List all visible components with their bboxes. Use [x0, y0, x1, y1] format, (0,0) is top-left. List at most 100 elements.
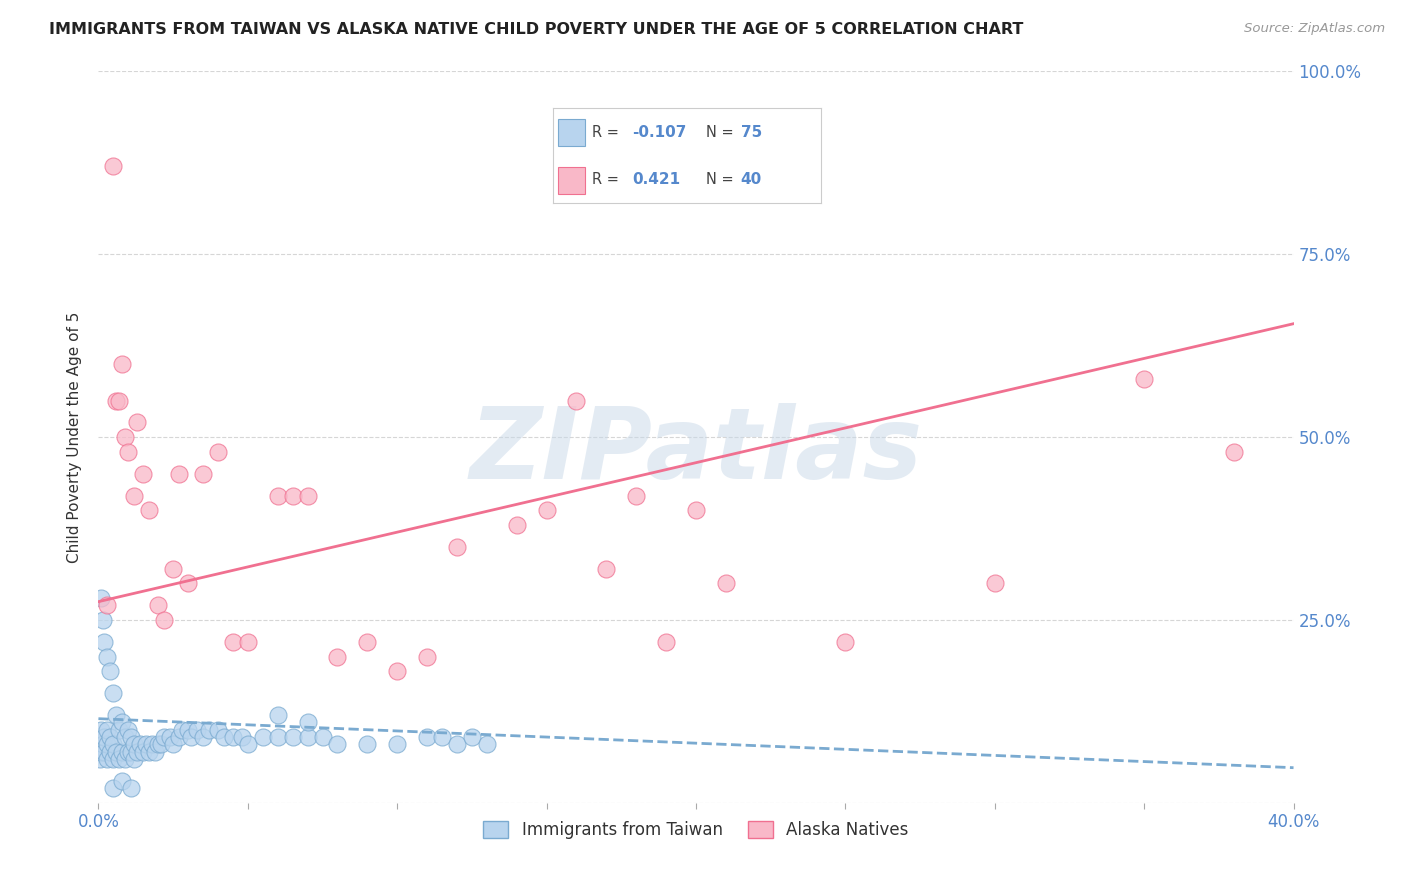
Point [191, 467, 214, 481]
Point [120, 730, 142, 744]
Point [143, 745, 166, 759]
Point [385, 664, 409, 678]
Point [536, 503, 558, 517]
Point [105, 708, 128, 723]
Point [117, 723, 139, 737]
Point [89, 752, 111, 766]
Point [132, 745, 155, 759]
Point [150, 737, 173, 751]
Point [198, 723, 221, 737]
Point [132, 467, 155, 481]
Point [124, 752, 146, 766]
Point [103, 160, 125, 174]
Point [714, 576, 737, 591]
Point [127, 745, 149, 759]
Point [103, 686, 125, 700]
Point [103, 737, 125, 751]
Point [93, 635, 115, 649]
Point [595, 562, 617, 576]
Point [655, 635, 678, 649]
Point [91, 613, 114, 627]
Point [117, 745, 139, 759]
Point [267, 708, 290, 723]
Point [153, 613, 176, 627]
Point [984, 576, 1007, 591]
Point [565, 393, 588, 408]
Text: Source: ZipAtlas.com: Source: ZipAtlas.com [1244, 22, 1385, 36]
Point [105, 745, 128, 759]
Point [685, 503, 707, 517]
Point [180, 730, 202, 744]
Point [124, 489, 146, 503]
Point [267, 489, 290, 503]
Point [103, 752, 125, 766]
Point [191, 730, 214, 744]
Point [117, 444, 139, 458]
Point [111, 715, 134, 730]
Point [281, 489, 304, 503]
Point [90, 723, 112, 737]
Point [446, 540, 468, 554]
Point [416, 649, 439, 664]
Point [120, 781, 142, 796]
Point [138, 503, 160, 517]
Point [129, 737, 152, 751]
Point [207, 723, 229, 737]
Point [626, 489, 648, 503]
Point [267, 730, 290, 744]
Point [148, 737, 170, 751]
Point [111, 745, 134, 759]
Point [90, 745, 112, 759]
Point [834, 635, 856, 649]
Point [167, 730, 190, 744]
Text: IMMIGRANTS FROM TAIWAN VS ALASKA NATIVE CHILD POVERTY UNDER THE AGE OF 5 CORRELA: IMMIGRANTS FROM TAIWAN VS ALASKA NATIVE … [49, 22, 1024, 37]
Point [297, 730, 319, 744]
Point [91, 737, 114, 751]
Point [105, 393, 128, 408]
Point [111, 357, 134, 371]
Point [120, 745, 142, 759]
Text: ZIPatlas: ZIPatlas [470, 403, 922, 500]
Point [430, 730, 453, 744]
Point [93, 745, 115, 759]
Point [162, 737, 184, 751]
Point [186, 723, 208, 737]
Point [98, 730, 122, 744]
Legend: Immigrants from Taiwan, Alaska Natives: Immigrants from Taiwan, Alaska Natives [477, 814, 915, 846]
Point [356, 635, 378, 649]
Point [148, 599, 170, 613]
Point [153, 730, 176, 744]
Point [236, 737, 259, 751]
Point [311, 730, 333, 744]
Point [124, 737, 146, 751]
Point [96, 649, 118, 664]
Point [108, 752, 131, 766]
Point [96, 737, 118, 751]
Point [103, 781, 125, 796]
Point [297, 489, 319, 503]
Point [114, 730, 136, 744]
Point [172, 723, 194, 737]
Point [356, 737, 378, 751]
Point [212, 730, 235, 744]
Point [222, 635, 245, 649]
Point [96, 723, 118, 737]
Point [475, 737, 498, 751]
Point [297, 715, 319, 730]
Point [93, 730, 115, 744]
Point [506, 517, 529, 532]
Point [1223, 444, 1246, 458]
Point [90, 591, 112, 605]
Point [236, 635, 259, 649]
Point [96, 599, 118, 613]
Point [162, 562, 184, 576]
Point [114, 752, 136, 766]
Point [108, 393, 131, 408]
Point [177, 576, 200, 591]
Point [98, 664, 122, 678]
Point [1133, 371, 1156, 385]
Point [326, 737, 349, 751]
Point [207, 444, 229, 458]
Point [111, 773, 134, 788]
Point [98, 745, 122, 759]
